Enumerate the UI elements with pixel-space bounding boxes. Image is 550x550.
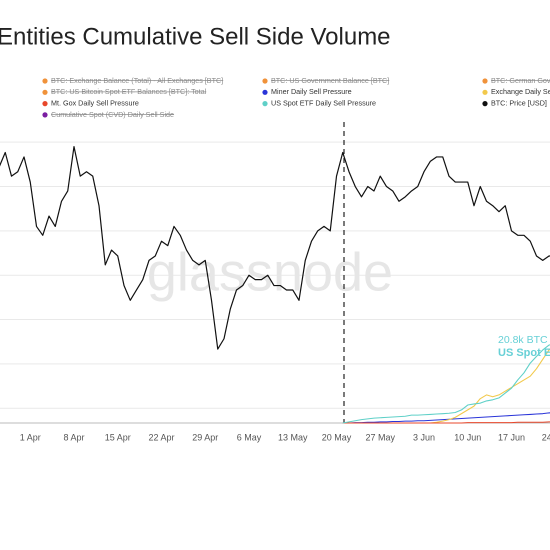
legend-label: BTC: Exchange Balance (Total) - All Exch… — [51, 76, 223, 85]
annotation: US Spot ETF — [498, 347, 550, 359]
legend-label: Mt. Gox Daily Sell Pressure — [51, 99, 139, 108]
watermark: glassnode — [147, 242, 393, 302]
legend-swatch — [482, 101, 488, 107]
legend-swatch — [42, 101, 48, 107]
legend-label: BTC: German Government Balance [BTC] — [491, 76, 550, 85]
x-tick-label: 24 Jun — [542, 432, 550, 442]
x-tick-label: 15 Apr — [105, 432, 131, 442]
x-tick-label: 3 Jun — [413, 432, 435, 442]
x-tick-label: 13 May — [278, 432, 308, 442]
x-tick-label: 22 Apr — [148, 432, 174, 442]
chart-title: Entities Cumulative Sell Side Volume — [0, 23, 391, 50]
series-line — [342, 421, 550, 424]
legend-swatch — [482, 78, 488, 84]
legend-label: BTC: US Government Balance [BTC] — [271, 76, 389, 85]
x-tick-label: 10 Jun — [454, 432, 481, 442]
legend-swatch — [482, 89, 488, 95]
x-tick-label: 1 Apr — [20, 432, 41, 442]
series-line — [0, 146, 550, 350]
legend-swatch — [42, 78, 48, 84]
legend-swatch — [262, 101, 268, 107]
legend-label: BTC: Price [USD] — [491, 99, 547, 108]
legend-swatch — [42, 112, 48, 118]
x-tick-label: 27 May — [365, 432, 395, 442]
legend-label: Exchange Daily Sell Pressure — [491, 87, 550, 96]
series-line — [342, 344, 550, 424]
x-tick-label: 6 May — [237, 432, 262, 442]
legend-label: US Spot ETF Daily Sell Pressure — [271, 99, 376, 108]
legend-label: Cumulative Spot (CVD) Daily Sell Side — [51, 110, 174, 119]
legend-swatch — [262, 89, 268, 95]
legend-swatch — [262, 78, 268, 84]
legend-label: BTC: US Bitcoin Spot ETF Balances [BTC]:… — [51, 87, 207, 96]
legend-swatch — [42, 89, 48, 95]
x-tick-label: 29 Apr — [192, 432, 218, 442]
x-tick-label: 20 May — [322, 432, 352, 442]
annotation: 20.8k BTC — [498, 334, 548, 346]
x-tick-label: 17 Jun — [498, 432, 525, 442]
legend-label: Miner Daily Sell Pressure — [271, 87, 352, 96]
x-tick-label: 8 Apr — [63, 432, 84, 442]
series-line — [342, 349, 550, 424]
